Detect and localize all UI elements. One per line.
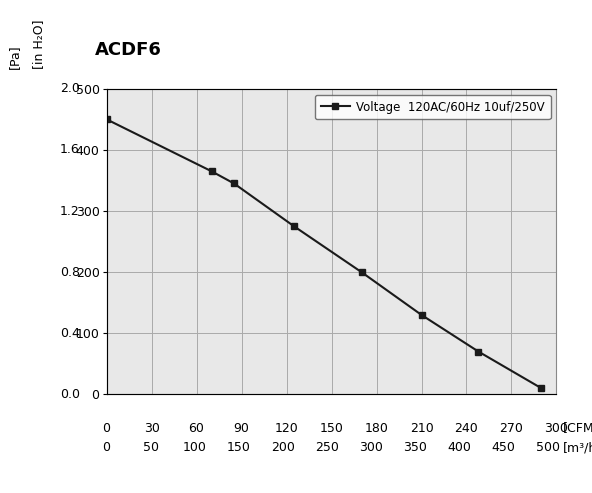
Text: 300: 300	[545, 422, 568, 434]
Voltage  120AC/60Hz 10uf/250V	[358, 269, 365, 275]
Text: 350: 350	[404, 441, 427, 454]
Text: 180: 180	[365, 422, 388, 434]
Line: Voltage  120AC/60Hz 10uf/250V: Voltage 120AC/60Hz 10uf/250V	[103, 116, 545, 392]
Text: 0.0: 0.0	[60, 388, 80, 401]
Text: 0: 0	[102, 441, 111, 454]
Text: 2.0: 2.0	[60, 82, 80, 95]
Text: 150: 150	[320, 422, 343, 434]
Text: 30: 30	[144, 422, 159, 434]
Text: 120: 120	[275, 422, 298, 434]
Text: 300: 300	[359, 441, 383, 454]
Text: 0: 0	[102, 422, 111, 434]
Text: [CFM]: [CFM]	[562, 422, 592, 434]
Text: 0.4: 0.4	[60, 327, 80, 340]
Text: 100: 100	[183, 441, 207, 454]
Text: ACDF6: ACDF6	[95, 41, 162, 59]
Voltage  120AC/60Hz 10uf/250V	[475, 349, 482, 354]
Text: 210: 210	[410, 422, 433, 434]
Text: [in H₂O]: [in H₂O]	[32, 20, 45, 69]
Text: 1.2: 1.2	[60, 205, 80, 217]
Text: 450: 450	[492, 441, 516, 454]
Legend: Voltage  120AC/60Hz 10uf/250V: Voltage 120AC/60Hz 10uf/250V	[315, 95, 551, 119]
Text: 400: 400	[448, 441, 472, 454]
Text: 150: 150	[227, 441, 251, 454]
Text: 60: 60	[189, 422, 204, 434]
Voltage  120AC/60Hz 10uf/250V	[418, 312, 425, 318]
Text: 1.6: 1.6	[60, 143, 80, 156]
Text: 250: 250	[316, 441, 339, 454]
Voltage  120AC/60Hz 10uf/250V	[538, 386, 545, 391]
Text: 90: 90	[234, 422, 249, 434]
Voltage  120AC/60Hz 10uf/250V	[291, 223, 298, 229]
Voltage  120AC/60Hz 10uf/250V	[230, 180, 237, 186]
Text: 240: 240	[455, 422, 478, 434]
Voltage  120AC/60Hz 10uf/250V	[208, 168, 215, 174]
Text: 200: 200	[271, 441, 295, 454]
Text: [m³/h]: [m³/h]	[562, 441, 592, 454]
Text: 0.8: 0.8	[60, 266, 80, 279]
Text: 500: 500	[536, 441, 560, 454]
Text: 270: 270	[500, 422, 523, 434]
Voltage  120AC/60Hz 10uf/250V	[103, 116, 110, 122]
Text: 50: 50	[143, 441, 159, 454]
Text: [Pa]: [Pa]	[8, 44, 21, 69]
